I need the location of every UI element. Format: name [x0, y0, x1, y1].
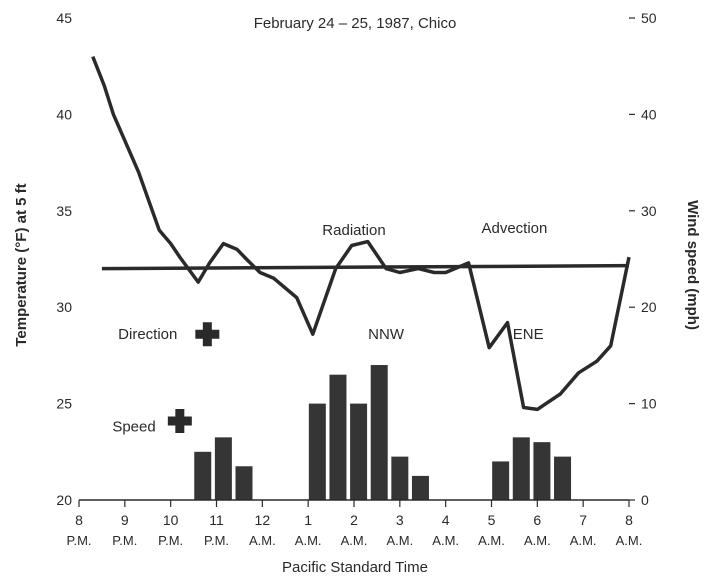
- x-tick-period-4: A.M.: [249, 533, 276, 548]
- wind-bar-6: [370, 365, 388, 500]
- x-tick-period-0: P.M.: [66, 533, 91, 548]
- x-tick-period-5: A.M.: [295, 533, 322, 548]
- x-tick-period-7: A.M.: [386, 533, 413, 548]
- x-tick-hour-4: 12: [255, 512, 271, 528]
- annotation-3: ENE: [513, 326, 544, 343]
- x-tick-period-2: P.M.: [158, 533, 183, 548]
- x-axis-ticks: 8 P.M. 9 P.M. 10 P.M. 11 P.M. 12 A.M. 1 A.M. 2 A.M. 3 A…: [66, 500, 642, 548]
- wind-speed-bars: [194, 365, 572, 500]
- wind-bar-8: [411, 475, 429, 500]
- x-tick-period-3: P.M.: [204, 533, 229, 548]
- wind-bar-5: [350, 403, 368, 500]
- right-tick-label-2: 20: [641, 299, 657, 315]
- left-axis-label: Temperature (°F) at 5 ft: [13, 183, 30, 346]
- annotation-2: NNW: [368, 326, 405, 343]
- x-tick-period-8: A.M.: [432, 533, 459, 548]
- reference-line: [101, 263, 630, 271]
- wind-bar-4: [329, 374, 347, 500]
- annotation-5: Speed: [112, 419, 155, 436]
- left-tick-label-4: 40: [56, 106, 72, 122]
- x-tick-hour-7: 3: [396, 512, 404, 528]
- wind-bar-0: [194, 451, 212, 500]
- left-tick-label-1: 25: [56, 396, 72, 412]
- temperature-line: [91, 55, 631, 412]
- wind-bar-3: [308, 403, 326, 500]
- x-tick-hour-3: 11: [209, 512, 224, 528]
- annotation-1: Advection: [481, 220, 547, 237]
- x-tick-hour-5: 1: [304, 512, 312, 528]
- x-tick-hour-1: 9: [121, 512, 129, 528]
- x-tick-hour-11: 7: [579, 512, 587, 528]
- wind-bar-1: [214, 437, 232, 500]
- direction-markers: [167, 322, 220, 433]
- left-tick-label-2: 30: [56, 299, 72, 315]
- x-tick-period-10: A.M.: [524, 533, 551, 548]
- right-axis-label: Wind speed (mph): [684, 200, 701, 330]
- x-tick-period-6: A.M.: [341, 533, 368, 548]
- x-tick-hour-8: 4: [442, 512, 450, 528]
- left-axis-ticks: 20 25 30 35 40 45: [56, 10, 72, 508]
- wind-bar-9: [492, 461, 510, 500]
- annotation-4: Direction: [118, 326, 177, 343]
- x-tick-period-12: A.M.: [616, 533, 643, 548]
- annotations: Radiation Advection NNW ENE Direction Speed: [112, 220, 547, 436]
- left-tick-label-5: 45: [56, 10, 72, 26]
- x-tick-hour-0: 8: [75, 512, 83, 528]
- wind-bar-10: [512, 437, 530, 500]
- x-tick-period-1: P.M.: [112, 533, 137, 548]
- wind-bar-12: [554, 456, 572, 500]
- wind-bar-11: [533, 442, 551, 500]
- right-tick-label-3: 30: [641, 203, 657, 219]
- x-tick-hour-10: 6: [533, 512, 541, 528]
- wind-bar-7: [391, 456, 409, 500]
- x-tick-hour-12: 8: [625, 512, 633, 528]
- left-tick-label-0: 20: [56, 492, 72, 508]
- right-tick-label-4: 40: [641, 106, 657, 122]
- x-tick-period-11: A.M.: [570, 533, 597, 548]
- annotation-0: Radiation: [322, 222, 385, 239]
- x-tick-hour-2: 10: [163, 512, 179, 528]
- direction-marker-icon: [195, 322, 220, 347]
- right-axis-ticks: 0 10 20 30 40 50: [629, 10, 657, 508]
- x-tick-hour-9: 5: [488, 512, 496, 528]
- x-tick-period-9: A.M.: [478, 533, 505, 548]
- x-tick-hour-6: 2: [350, 512, 358, 528]
- x-axis-label: Pacific Standard Time: [282, 559, 428, 576]
- wind-bar-2: [235, 466, 253, 500]
- left-tick-label-3: 35: [56, 203, 72, 219]
- right-tick-label-0: 0: [641, 492, 649, 508]
- chart-title: February 24 – 25, 1987, Chico: [254, 15, 457, 32]
- right-tick-label-1: 10: [641, 396, 657, 412]
- speed-marker-icon: [167, 408, 192, 433]
- right-tick-label-5: 50: [641, 10, 657, 26]
